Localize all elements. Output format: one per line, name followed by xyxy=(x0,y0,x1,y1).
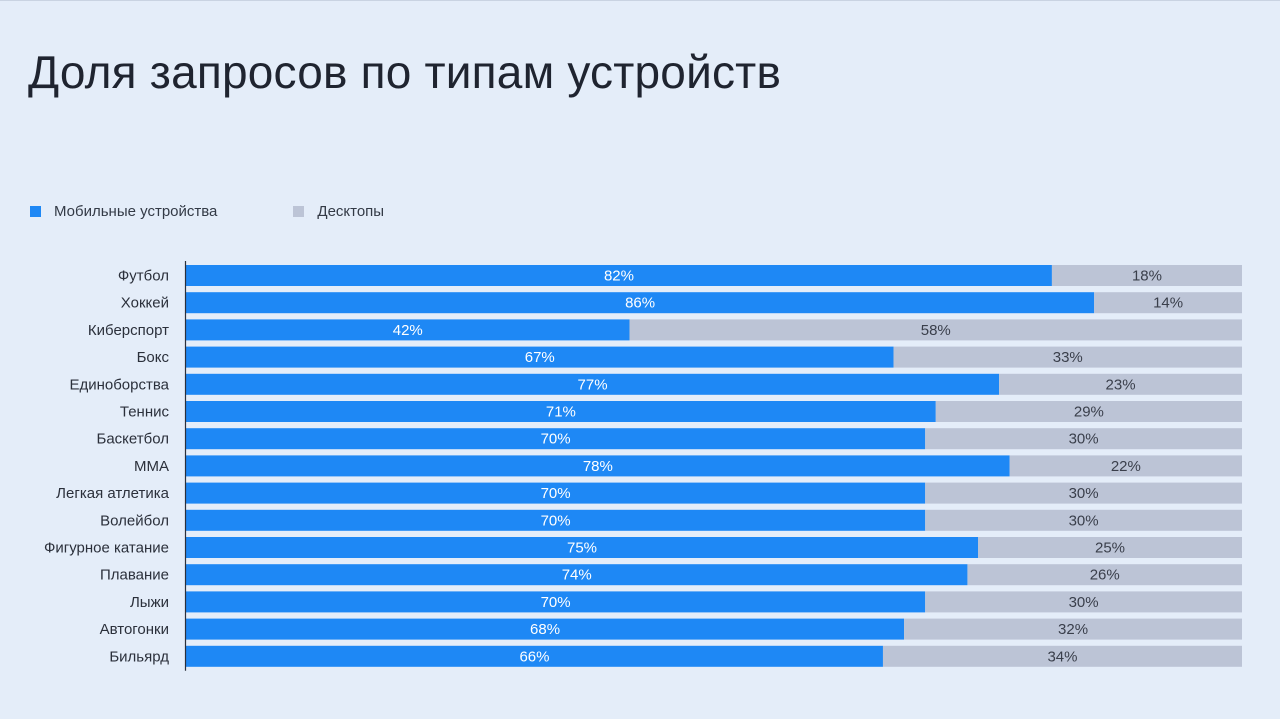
data-label-mobile-8: 70% xyxy=(541,485,571,502)
legend-label-mobile: Мобильные устройства xyxy=(54,202,218,220)
bar-desktop-8 xyxy=(925,482,1242,504)
data-label-desktop-5: 29% xyxy=(1074,404,1104,421)
category-label-5: Теннис xyxy=(120,404,170,421)
bar-desktop-7 xyxy=(1009,455,1242,477)
data-label-mobile-10: 75% xyxy=(567,540,597,557)
data-label-mobile-0: 82% xyxy=(604,268,634,285)
data-label-mobile-2: 42% xyxy=(393,322,423,339)
bar-desktop-6 xyxy=(925,428,1242,450)
data-label-desktop-14: 34% xyxy=(1047,648,1077,665)
bar-desktop-3 xyxy=(893,346,1242,368)
legend-swatch-desktop xyxy=(293,205,305,217)
category-label-14: Бильярд xyxy=(109,648,169,665)
data-label-mobile-4: 77% xyxy=(578,376,608,393)
data-label-mobile-12: 70% xyxy=(541,594,571,611)
category-label-10: Фигурное катание xyxy=(44,540,169,557)
legend-label-desktop: Десктопы xyxy=(317,202,385,220)
data-label-mobile-7: 78% xyxy=(583,458,613,475)
category-label-11: Плавание xyxy=(100,567,169,584)
bar-mobile-11 xyxy=(186,564,968,586)
category-label-9: Волейбол xyxy=(100,512,169,529)
bar-desktop-2 xyxy=(629,319,1242,341)
category-label-8: Легкая атлетика xyxy=(56,485,169,502)
data-label-desktop-13: 32% xyxy=(1058,621,1088,638)
bar-mobile-6 xyxy=(186,428,926,450)
bar-mobile-3 xyxy=(186,346,894,368)
category-label-3: Бокс xyxy=(137,349,170,366)
data-label-desktop-1: 14% xyxy=(1153,295,1183,312)
bar-desktop-4 xyxy=(999,373,1242,395)
bar-desktop-12 xyxy=(925,591,1242,613)
data-label-desktop-3: 33% xyxy=(1053,349,1083,366)
data-label-mobile-11: 74% xyxy=(562,567,592,584)
data-label-desktop-9: 30% xyxy=(1069,512,1099,529)
bar-mobile-10 xyxy=(186,537,978,558)
data-label-mobile-3: 67% xyxy=(525,349,555,366)
category-label-7: ММА xyxy=(134,458,169,475)
legend-swatch-mobile xyxy=(30,205,41,217)
bar-mobile-4 xyxy=(186,373,1000,395)
page-title: Доля запросов по типам устройств xyxy=(28,46,782,98)
category-label-13: Автогонки xyxy=(100,621,169,638)
bar-desktop-9 xyxy=(925,509,1242,531)
data-label-desktop-8: 30% xyxy=(1069,485,1099,502)
data-label-desktop-6: 30% xyxy=(1069,431,1099,448)
bar-desktop-0 xyxy=(1051,265,1242,286)
data-label-desktop-10: 25% xyxy=(1095,540,1125,557)
bar-mobile-9 xyxy=(186,509,926,531)
bar-mobile-8 xyxy=(186,482,926,504)
legend-item-mobile: Мобильные устройства xyxy=(30,203,217,220)
category-label-4: Единоборства xyxy=(69,376,169,393)
category-label-12: Лыжи xyxy=(130,594,169,611)
data-label-mobile-1: 86% xyxy=(625,295,655,312)
data-label-mobile-5: 71% xyxy=(546,404,576,421)
bar-mobile-7 xyxy=(186,455,1010,477)
bar-desktop-1 xyxy=(1094,292,1242,314)
bar-mobile-5 xyxy=(186,401,936,422)
chart-legend: Мобильные устройства Десктопы xyxy=(30,201,384,221)
data-label-desktop-12: 30% xyxy=(1069,594,1099,611)
category-label-2: Киберспорт xyxy=(88,322,169,339)
category-label-1: Хоккей xyxy=(121,295,169,312)
data-label-mobile-14: 66% xyxy=(519,648,549,665)
bar-desktop-5 xyxy=(935,401,1242,422)
bar-mobile-1 xyxy=(186,292,1095,314)
bar-desktop-13 xyxy=(904,618,1242,640)
bar-mobile-14 xyxy=(186,645,883,667)
bar-desktop-10 xyxy=(978,537,1242,558)
bar-desktop-14 xyxy=(882,645,1242,667)
bar-mobile-0 xyxy=(186,265,1052,286)
legend-item-desktop: Десктопы xyxy=(293,203,384,220)
data-label-desktop-7: 22% xyxy=(1111,458,1141,475)
data-label-desktop-0: 18% xyxy=(1132,268,1162,285)
data-label-mobile-9: 70% xyxy=(541,512,571,529)
data-label-desktop-2: 58% xyxy=(921,322,951,339)
category-label-6: Баскетбол xyxy=(97,431,170,448)
category-label-0: Футбол xyxy=(118,268,169,285)
data-label-desktop-11: 26% xyxy=(1090,567,1120,584)
bar-mobile-2 xyxy=(186,319,630,341)
data-label-desktop-4: 23% xyxy=(1106,376,1136,393)
data-label-mobile-6: 70% xyxy=(541,431,571,448)
bar-desktop-11 xyxy=(967,564,1242,586)
bar-mobile-12 xyxy=(186,591,926,613)
bar-mobile-13 xyxy=(186,618,905,640)
data-label-mobile-13: 68% xyxy=(530,621,560,638)
